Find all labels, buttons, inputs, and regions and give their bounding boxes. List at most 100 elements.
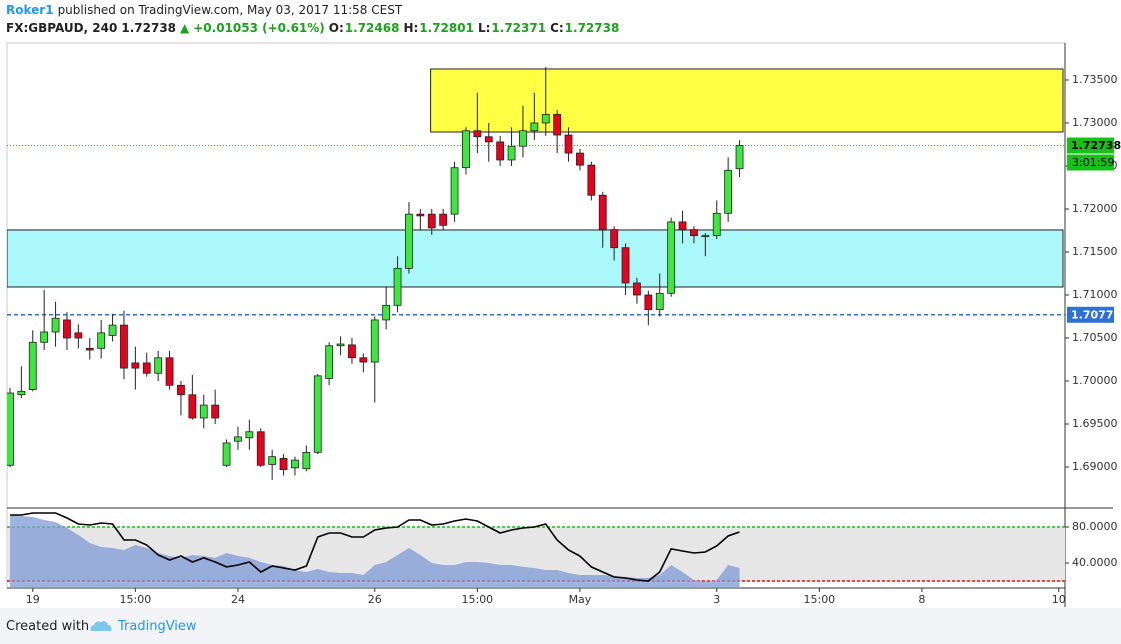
candle-body — [416, 213, 425, 217]
candle-body — [279, 458, 288, 470]
candle-body — [370, 319, 379, 363]
ohlc-label: C: — [550, 21, 564, 35]
x-tick-label: May — [569, 593, 592, 606]
candle-body — [154, 357, 163, 374]
footer: Created with TradingView — [0, 608, 1121, 644]
y-tick-label: 1.73500 — [1072, 73, 1118, 86]
price-pane — [7, 67, 1065, 480]
author: Roker1 — [6, 3, 54, 17]
candle-body — [120, 324, 128, 369]
candle-body — [519, 130, 527, 147]
brand: TradingView — [118, 619, 197, 634]
candle-body — [621, 247, 630, 284]
candle-body — [177, 384, 185, 396]
x-tick-label: 8 — [918, 593, 925, 606]
candle-body — [313, 375, 322, 453]
candle-body — [701, 235, 710, 238]
candle-body — [405, 213, 413, 269]
candle-body — [507, 145, 516, 161]
ohlc-label: L: — [477, 21, 491, 35]
indicator-line — [10, 512, 740, 582]
candle-body — [610, 229, 619, 249]
candle-body — [63, 319, 71, 339]
candle-body — [97, 332, 106, 349]
candle-body — [165, 357, 174, 386]
change: +0.01053 (+0.61%) — [193, 21, 325, 35]
ohlc: O:1.72468 H:1.72801 L:1.72371 C:1.72738 — [329, 21, 624, 35]
y-tick-label: 80.0000 — [1072, 520, 1118, 533]
candle-body — [302, 451, 311, 470]
y-tick-label: 1.73000 — [1072, 116, 1118, 129]
price-label-box — [1067, 137, 1114, 154]
symbol: FX:GBPAUD, 240 — [6, 21, 118, 35]
candle-body — [724, 169, 733, 214]
y-tick-label: 1.72000 — [1072, 202, 1118, 215]
y-tick-label: 1.70000 — [1072, 374, 1118, 387]
x-tick-label: 3 — [713, 593, 720, 606]
logo — [90, 621, 112, 631]
candle-body — [564, 134, 573, 154]
ohlc-value: 1.72468 — [344, 21, 400, 35]
y-tick-label: 1.71000 — [1072, 288, 1118, 301]
candle-body — [382, 304, 391, 321]
candle-body — [359, 357, 368, 363]
candle-body — [336, 343, 345, 347]
candle-body — [393, 267, 402, 306]
x-tick-label: 24 — [231, 593, 245, 606]
candle-body — [142, 362, 151, 374]
x-tick-label: 19 — [26, 593, 40, 606]
candle-body — [553, 113, 562, 136]
price-label: 1.70770 — [1071, 308, 1121, 321]
symbol-line: FX:GBPAUD, 240 1.72738 ▲ +0.01053 (+0.61%) O… — [6, 21, 627, 35]
countdown: 3:01:59 — [1072, 156, 1114, 169]
candle-body — [462, 130, 470, 169]
candle-body — [587, 164, 596, 196]
x-tick-label: 15:00 — [803, 593, 835, 606]
candle-body — [450, 167, 459, 215]
candle-body — [7, 392, 14, 466]
y-tick-label: 1.71500 — [1072, 245, 1118, 258]
price-label-box — [1067, 306, 1114, 323]
countdown-box — [1067, 154, 1114, 171]
candle-body — [427, 213, 436, 229]
candle-body — [690, 229, 698, 237]
candle-body — [268, 456, 277, 465]
candle-body — [541, 113, 550, 124]
ohlc-value: 1.72738 — [564, 21, 620, 35]
candle-body — [222, 442, 231, 466]
ohlc-value: 1.72371 — [491, 21, 547, 35]
candle-body — [234, 436, 242, 442]
candle-body — [484, 136, 493, 143]
candle-body — [735, 145, 744, 170]
candle-body — [245, 431, 254, 439]
x-tick-label: 15:00 — [120, 593, 152, 606]
candle-body — [633, 282, 641, 296]
candle-body — [28, 341, 37, 391]
last-price: 1.72738 — [121, 21, 177, 35]
candle-body — [667, 221, 676, 294]
candle-body — [496, 141, 505, 161]
candle-body — [199, 404, 208, 419]
candle-body — [108, 324, 117, 336]
x-tick-label: 15:00 — [461, 593, 493, 606]
candle-body — [51, 317, 60, 333]
candle-body — [348, 344, 356, 359]
x-tick-label: 26 — [368, 593, 382, 606]
candle-body — [256, 431, 265, 466]
ohlc-label: O: — [328, 21, 344, 35]
zone — [7, 229, 1064, 288]
candle-body — [131, 362, 140, 369]
candle-body — [85, 347, 94, 351]
candle-body — [291, 459, 299, 469]
candle-body — [712, 212, 721, 237]
x-axis: 19 15:00 24 26 15:00 May 3 15:00 8 10 — [26, 593, 1065, 606]
candle-body — [644, 294, 653, 311]
candle-body — [576, 152, 584, 166]
created-with: Created with — [6, 619, 90, 634]
candle-body — [678, 221, 687, 231]
candle-body — [530, 122, 539, 132]
published: published on TradingView.com, May 03, 20… — [57, 3, 403, 17]
header-line: Roker1 published on TradingView.com, May … — [6, 3, 406, 17]
